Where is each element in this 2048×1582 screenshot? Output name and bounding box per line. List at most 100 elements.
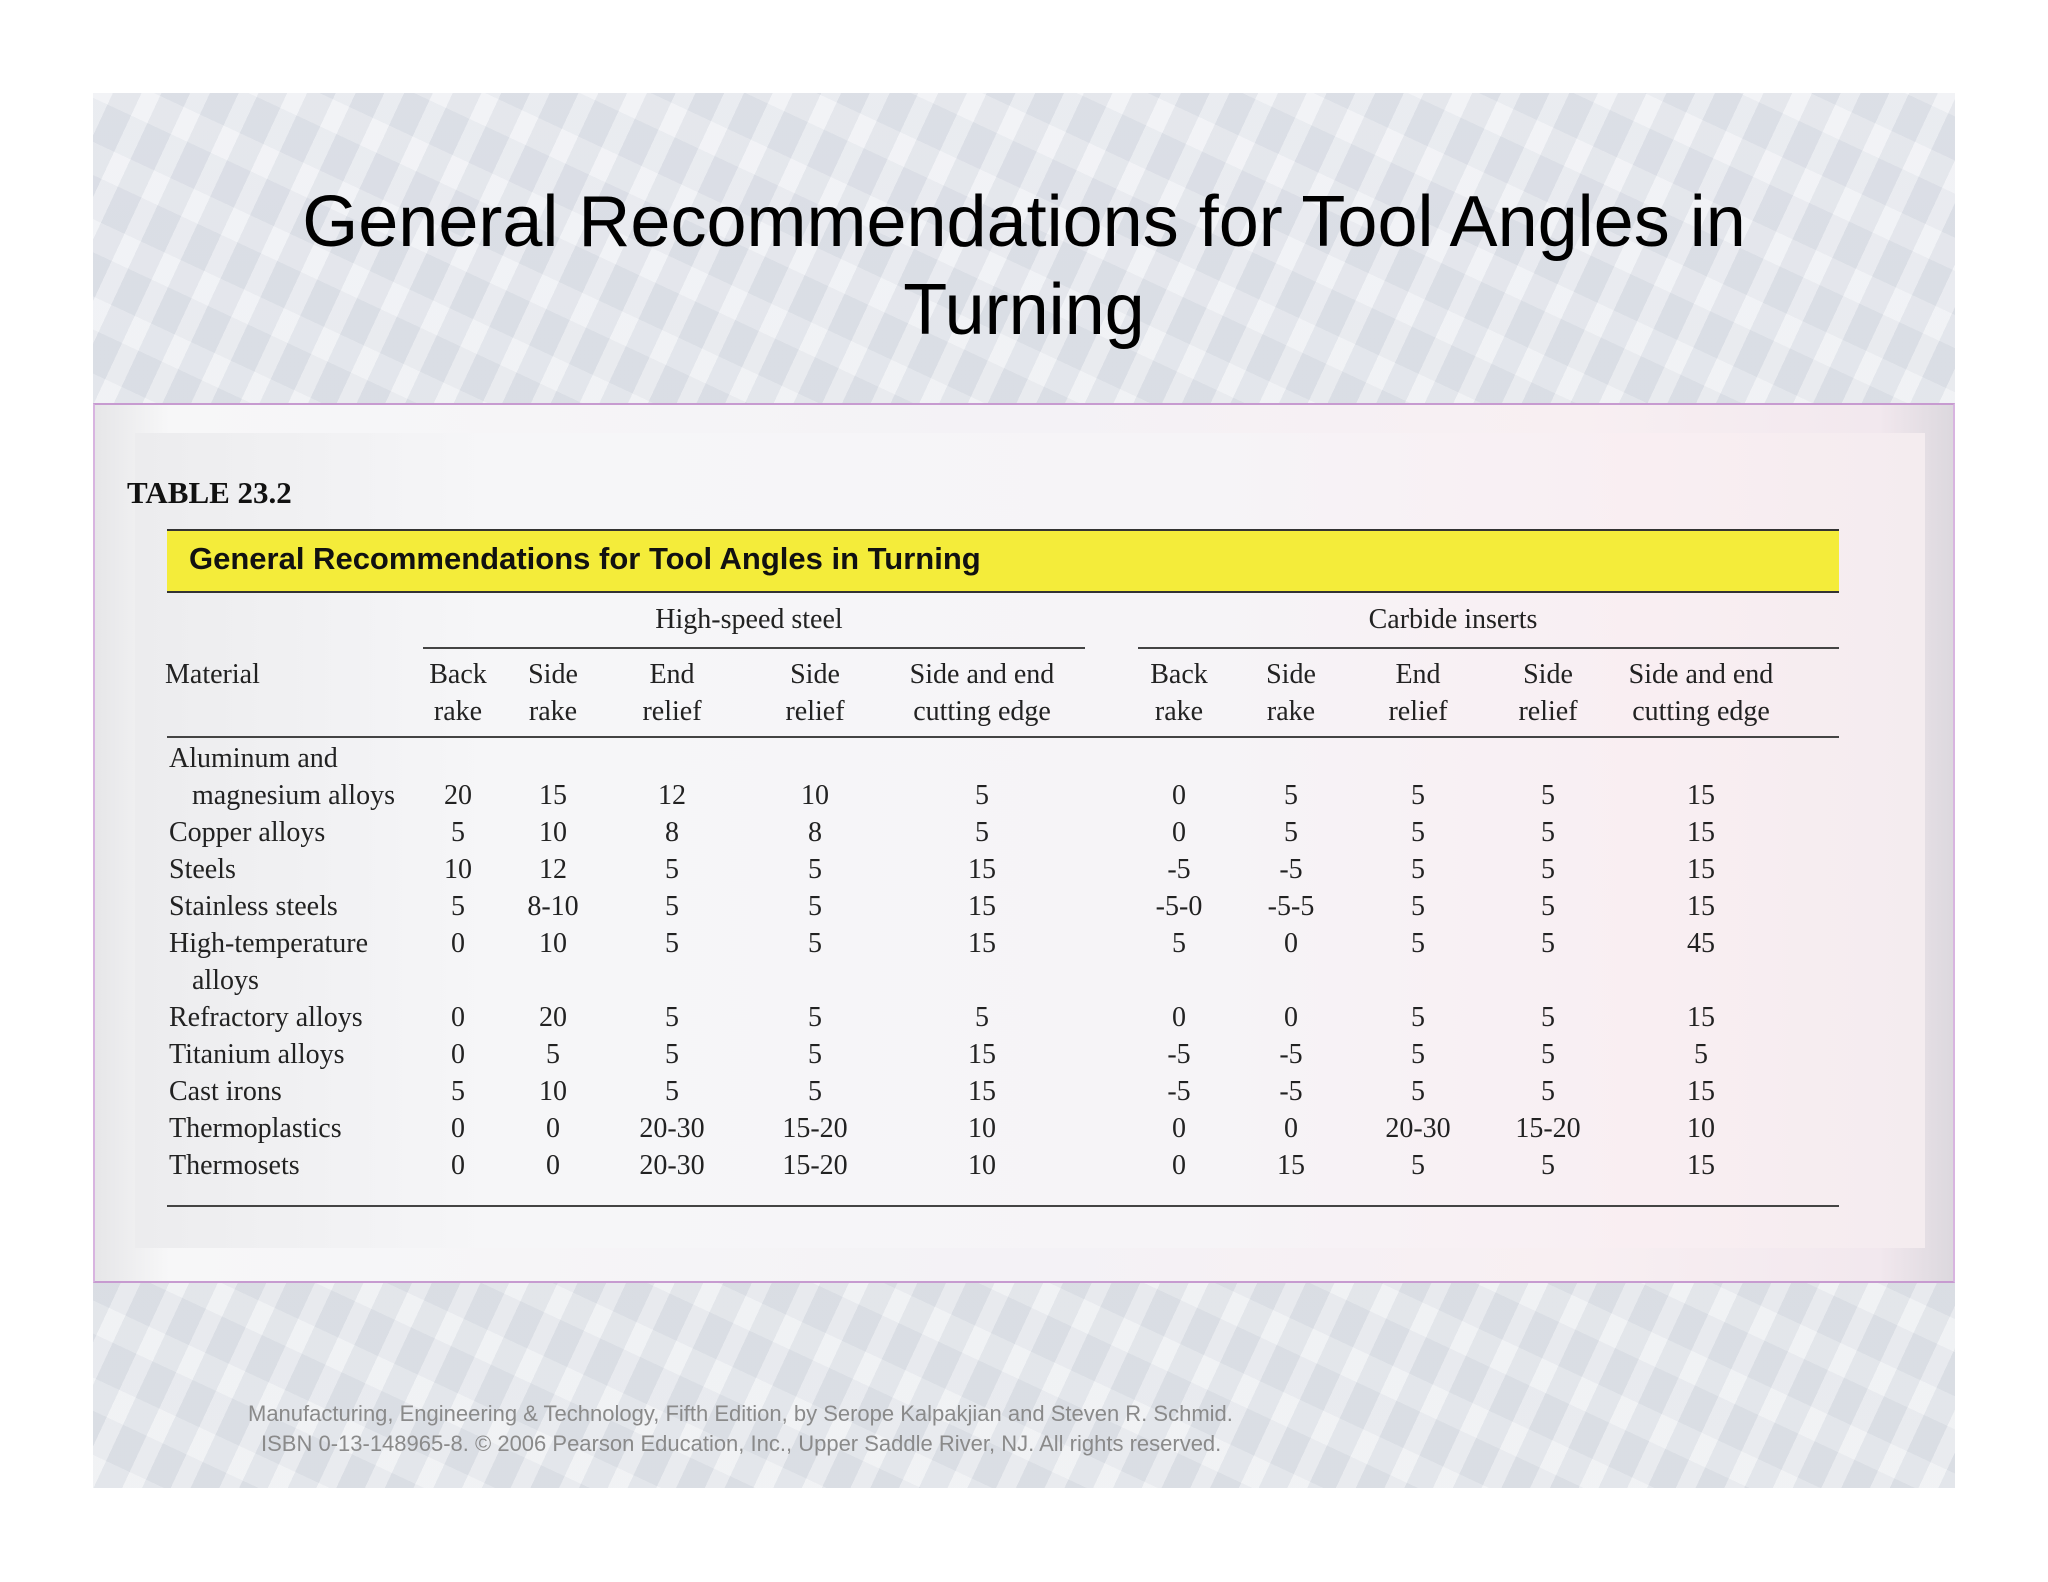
table-cell: 5 [1541,891,1555,922]
table-cell: 0 [1172,780,1186,811]
group-header-high-speed-steel: High-speed steel [655,604,843,635]
table-cell: 15 [968,1076,996,1107]
table-cell: 5 [808,891,822,922]
column-header: Side and end [909,659,1055,690]
footer-line1: Manufacturing, Engineering & Technology,… [248,1401,1233,1426]
table-cell: 10 [539,817,567,848]
table-cell: 5 [1284,780,1298,811]
table-cell: 15 [968,928,996,959]
table-cell: -5-5 [1267,891,1315,922]
table-cell: 5 [1541,817,1555,848]
table-cell: 8 [665,817,679,848]
table-cell: 10 [968,1150,996,1181]
table-cell: 5 [665,854,679,885]
column-header: End [649,659,695,690]
table-cell: 15 [1687,780,1715,811]
column-header-material: Material [165,659,260,690]
row-material: Aluminum and [169,743,338,774]
table-cell: 0 [1284,928,1298,959]
table-cell: -5 [1167,1039,1191,1070]
table-cell: 12 [539,854,567,885]
slide-title: General Recommendations for Tool Angles … [93,178,1955,354]
column-header: relief [1388,696,1448,727]
table-cell: 5 [451,1076,465,1107]
table-cell: 5 [808,854,822,885]
table-cell: 5 [808,928,822,959]
table-cell: 15 [1687,891,1715,922]
table-cell: 0 [451,1113,465,1144]
table-cell: 5 [1411,817,1425,848]
row-material: alloys [192,965,259,996]
table-cell: 0 [1172,1113,1186,1144]
table-cell: 15 [968,891,996,922]
table-cell: 10 [539,1076,567,1107]
table-cell: -5 [1279,1039,1303,1070]
table-cell: 5 [1541,928,1555,959]
row-material: Cast irons [169,1076,282,1107]
table-cell: 5 [665,1039,679,1070]
header-bottom-rule [167,736,1839,738]
table-cell: 5 [1411,780,1425,811]
table-cell: 5 [665,891,679,922]
column-header: rake [1266,696,1316,727]
table-cell: 0 [1172,817,1186,848]
table-cell: 5 [1284,817,1298,848]
table-cell: 15 [1277,1150,1305,1181]
table-cell: 5 [975,780,989,811]
table-cell: 0 [1284,1113,1298,1144]
table-cell: 5 [1411,854,1425,885]
table-cell: 20 [539,1002,567,1033]
column-header: Side and end [1628,659,1774,690]
row-material: High-temperature [169,928,369,959]
table-cell: 5 [546,1039,560,1070]
table-cell: 10 [444,854,472,885]
table-cell: 5 [1541,780,1555,811]
table-cell: 5 [1541,1076,1555,1107]
table-cell: 15 [968,1039,996,1070]
column-header: Side [1266,659,1316,690]
table-cell: 15 [1687,854,1715,885]
table-cell: 5 [1411,928,1425,959]
row-material: Refractory alloys [169,1002,363,1033]
table-cell: 5 [1541,1002,1555,1033]
footer-line2: ISBN 0-13-148965-8. © 2006 Pearson Educa… [261,1431,1222,1456]
table-cell: 5 [1541,854,1555,885]
table-cell: 10 [1687,1113,1715,1144]
row-material: Thermosets [169,1150,300,1181]
table-cell: 10 [968,1113,996,1144]
table-cell: 5 [1411,1039,1425,1070]
table-cell: 20-30 [639,1113,705,1144]
table-cell: 20-30 [1385,1113,1451,1144]
column-header: rake [433,696,483,727]
table-cell: 0 [546,1150,560,1181]
table-cell: 5 [1411,1150,1425,1181]
column-header: End [1395,659,1441,690]
table-cell: 8-10 [527,891,579,922]
column-header: Back [1150,659,1208,690]
column-header: rake [1154,696,1204,727]
table-cell: 0 [451,1150,465,1181]
column-header: Side [1523,659,1573,690]
table-cell: 12 [658,780,686,811]
table-cell: -5-0 [1155,891,1203,922]
table-cell: 20-30 [639,1150,705,1181]
table-cell: 5 [1411,1002,1425,1033]
table-cell: 5 [1694,1039,1708,1070]
column-header: relief [1518,696,1578,727]
table-cell: 8 [808,817,822,848]
table-cell: -5 [1279,1076,1303,1107]
table-caption-bar: General Recommendations for Tool Angles … [167,529,1839,593]
table-cell: 5 [1411,1076,1425,1107]
column-header: rake [528,696,578,727]
row-material: Thermoplastics [169,1113,342,1144]
column-header: Back [429,659,487,690]
table-cell: 5 [1541,1039,1555,1070]
table-cell: 15 [968,854,996,885]
row-material: Steels [169,854,236,885]
table-cell: -5 [1167,1076,1191,1107]
column-header: cutting edge [913,696,1051,727]
table-cell: 5 [808,1076,822,1107]
row-material: magnesium alloys [192,780,395,811]
table-cell: 0 [451,928,465,959]
column-header: Side [528,659,578,690]
